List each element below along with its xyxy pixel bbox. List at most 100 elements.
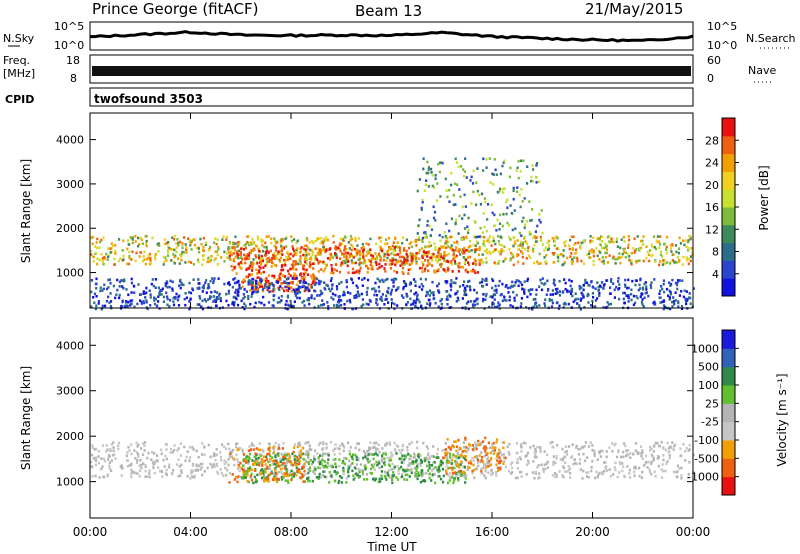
heatmap-cell <box>172 260 175 264</box>
y-tick-label: 3000 <box>56 385 84 398</box>
heatmap-cell <box>402 249 405 252</box>
heatmap-cell <box>445 240 448 243</box>
heatmap-cell <box>629 452 632 455</box>
heatmap-cell <box>516 239 519 242</box>
heatmap-cell <box>248 279 251 282</box>
heatmap-cell <box>273 459 276 462</box>
heatmap-cell <box>482 466 485 470</box>
heatmap-cell <box>143 441 147 444</box>
heatmap-cell <box>118 285 121 288</box>
heatmap-cell <box>384 453 387 456</box>
heatmap-cell <box>597 288 600 292</box>
heatmap-cell <box>663 290 666 294</box>
heatmap-cell <box>180 469 183 472</box>
heatmap-cell <box>178 284 181 287</box>
heatmap-cell <box>298 468 301 472</box>
heatmap-cell <box>182 283 185 287</box>
heatmap-cell <box>122 239 125 243</box>
heatmap-cell <box>361 284 364 287</box>
heatmap-cell <box>345 477 348 480</box>
heatmap-cell <box>665 287 669 291</box>
heatmap-cell <box>480 459 483 462</box>
heatmap-cell <box>235 442 238 446</box>
heatmap-cell <box>591 299 594 303</box>
heatmap-cell <box>627 294 630 297</box>
heatmap-cell <box>200 242 203 246</box>
heatmap-cell <box>523 292 526 295</box>
heatmap-cell <box>497 452 500 456</box>
heatmap-cell <box>272 298 275 302</box>
heatmap-cell <box>497 461 501 464</box>
heatmap-cell <box>659 296 662 300</box>
heatmap-cell <box>272 262 275 266</box>
heatmap-cell <box>417 455 420 459</box>
heatmap-cell <box>245 275 248 279</box>
heatmap-cell <box>376 258 379 261</box>
heatmap-cell <box>187 237 190 240</box>
heatmap-cell <box>687 248 690 252</box>
heatmap-cell <box>583 459 586 463</box>
heatmap-cell <box>328 464 331 468</box>
heatmap-cell <box>191 287 194 290</box>
heatmap-cell <box>685 256 688 259</box>
heatmap-cell <box>485 277 488 281</box>
freq-panel: Freq. [MHz] 18 8 60 0 Nave <box>3 54 776 85</box>
heatmap-cell <box>200 466 203 469</box>
heatmap-cell <box>484 436 487 440</box>
heatmap-cell <box>337 295 340 298</box>
heatmap-cell <box>130 452 133 456</box>
heatmap-cell <box>290 239 293 243</box>
heatmap-cell <box>582 452 585 456</box>
heatmap-cell <box>457 477 460 480</box>
heatmap-cell <box>220 458 223 462</box>
heatmap-cell <box>558 304 561 308</box>
heatmap-cell <box>265 263 268 266</box>
heatmap-cell <box>467 228 470 232</box>
heatmap-cell <box>632 453 635 456</box>
heatmap-cell <box>454 460 457 463</box>
heatmap-cell <box>665 462 668 465</box>
heatmap-cell <box>575 444 578 448</box>
heatmap-cell <box>190 471 193 475</box>
heatmap-cell <box>338 452 341 455</box>
heatmap-cell <box>343 235 346 238</box>
heatmap-cell <box>393 307 396 311</box>
noise-right-label: N.Search <box>746 32 796 45</box>
heatmap-cell <box>678 294 681 297</box>
heatmap-cell <box>598 249 601 253</box>
heatmap-cell <box>688 443 691 447</box>
heatmap-cell <box>680 307 684 310</box>
heatmap-cell <box>184 303 187 307</box>
heatmap-cell <box>516 186 519 189</box>
heatmap-cell <box>515 169 518 172</box>
heatmap-cell <box>406 446 409 449</box>
heatmap-cell <box>571 294 574 298</box>
heatmap-cell <box>435 255 439 258</box>
heatmap-cell <box>280 268 283 272</box>
heatmap-cell <box>387 287 390 290</box>
heatmap-cell <box>118 293 121 297</box>
heatmap-cell <box>329 289 332 293</box>
heatmap-cell <box>511 466 514 470</box>
heatmap-cell <box>332 271 335 275</box>
heatmap-cell <box>520 283 524 287</box>
heatmap-cell <box>265 257 268 261</box>
heatmap-cell <box>564 287 567 291</box>
heatmap-cell <box>672 470 676 474</box>
heatmap-cell <box>273 274 276 278</box>
heatmap-cell <box>264 470 267 474</box>
heatmap-cell <box>440 265 443 269</box>
heatmap-cell <box>464 449 467 453</box>
heatmap-cell <box>588 284 591 287</box>
heatmap-cell <box>614 258 617 261</box>
heatmap-cell <box>291 245 294 248</box>
heatmap-cell <box>603 470 606 473</box>
heatmap-cell <box>343 246 346 250</box>
heatmap-cell <box>619 246 622 250</box>
heatmap-cell <box>232 258 235 261</box>
heatmap-cell <box>294 294 297 298</box>
heatmap-cell <box>95 304 98 308</box>
heatmap-cell <box>383 470 386 474</box>
heatmap-cell <box>309 248 312 252</box>
